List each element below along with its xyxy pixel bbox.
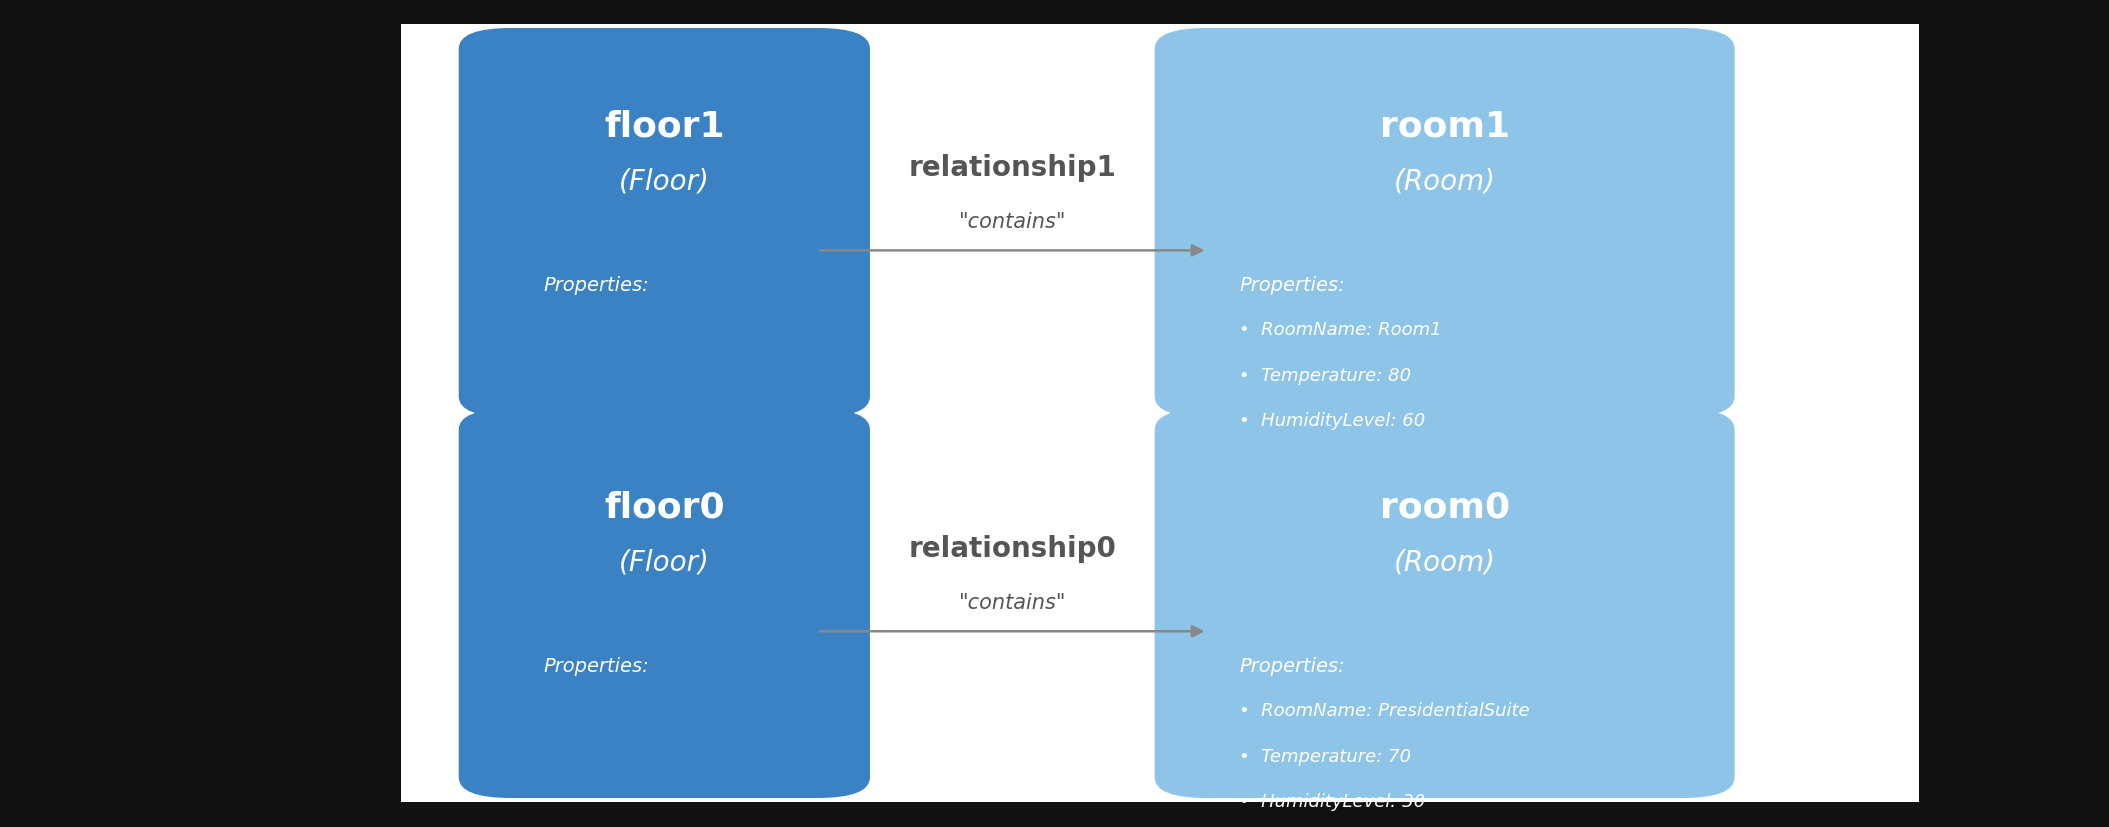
Text: Properties:: Properties:: [544, 275, 650, 294]
FancyBboxPatch shape: [460, 29, 869, 418]
FancyBboxPatch shape: [460, 409, 869, 798]
Text: room1: room1: [1379, 109, 1510, 143]
Text: •  Temperature: 80: • Temperature: 80: [1240, 366, 1411, 385]
Text: •  RoomName: PresidentialSuite: • RoomName: PresidentialSuite: [1240, 701, 1529, 719]
Text: (Floor): (Floor): [618, 168, 711, 196]
FancyBboxPatch shape: [1156, 409, 1734, 798]
Text: "contains": "contains": [960, 212, 1065, 232]
Text: •  Temperature: 70: • Temperature: 70: [1240, 747, 1411, 765]
Text: floor1: floor1: [603, 109, 725, 143]
Text: Properties:: Properties:: [1240, 656, 1346, 675]
Text: •  HumidityLevel: 30: • HumidityLevel: 30: [1240, 792, 1426, 810]
FancyBboxPatch shape: [401, 25, 1919, 802]
Text: (Floor): (Floor): [618, 548, 711, 576]
Text: (Room): (Room): [1394, 168, 1495, 196]
Text: "contains": "contains": [960, 592, 1065, 612]
Text: floor0: floor0: [603, 490, 725, 523]
Text: •  HumidityLevel: 60: • HumidityLevel: 60: [1240, 412, 1426, 430]
Text: relationship0: relationship0: [909, 534, 1116, 562]
Text: relationship1: relationship1: [909, 154, 1116, 182]
FancyBboxPatch shape: [1156, 29, 1734, 418]
Text: room0: room0: [1379, 490, 1510, 523]
Text: (Room): (Room): [1394, 548, 1495, 576]
Text: Properties:: Properties:: [1240, 275, 1346, 294]
Text: Properties:: Properties:: [544, 656, 650, 675]
Text: •  RoomName: Room1: • RoomName: Room1: [1240, 321, 1443, 339]
